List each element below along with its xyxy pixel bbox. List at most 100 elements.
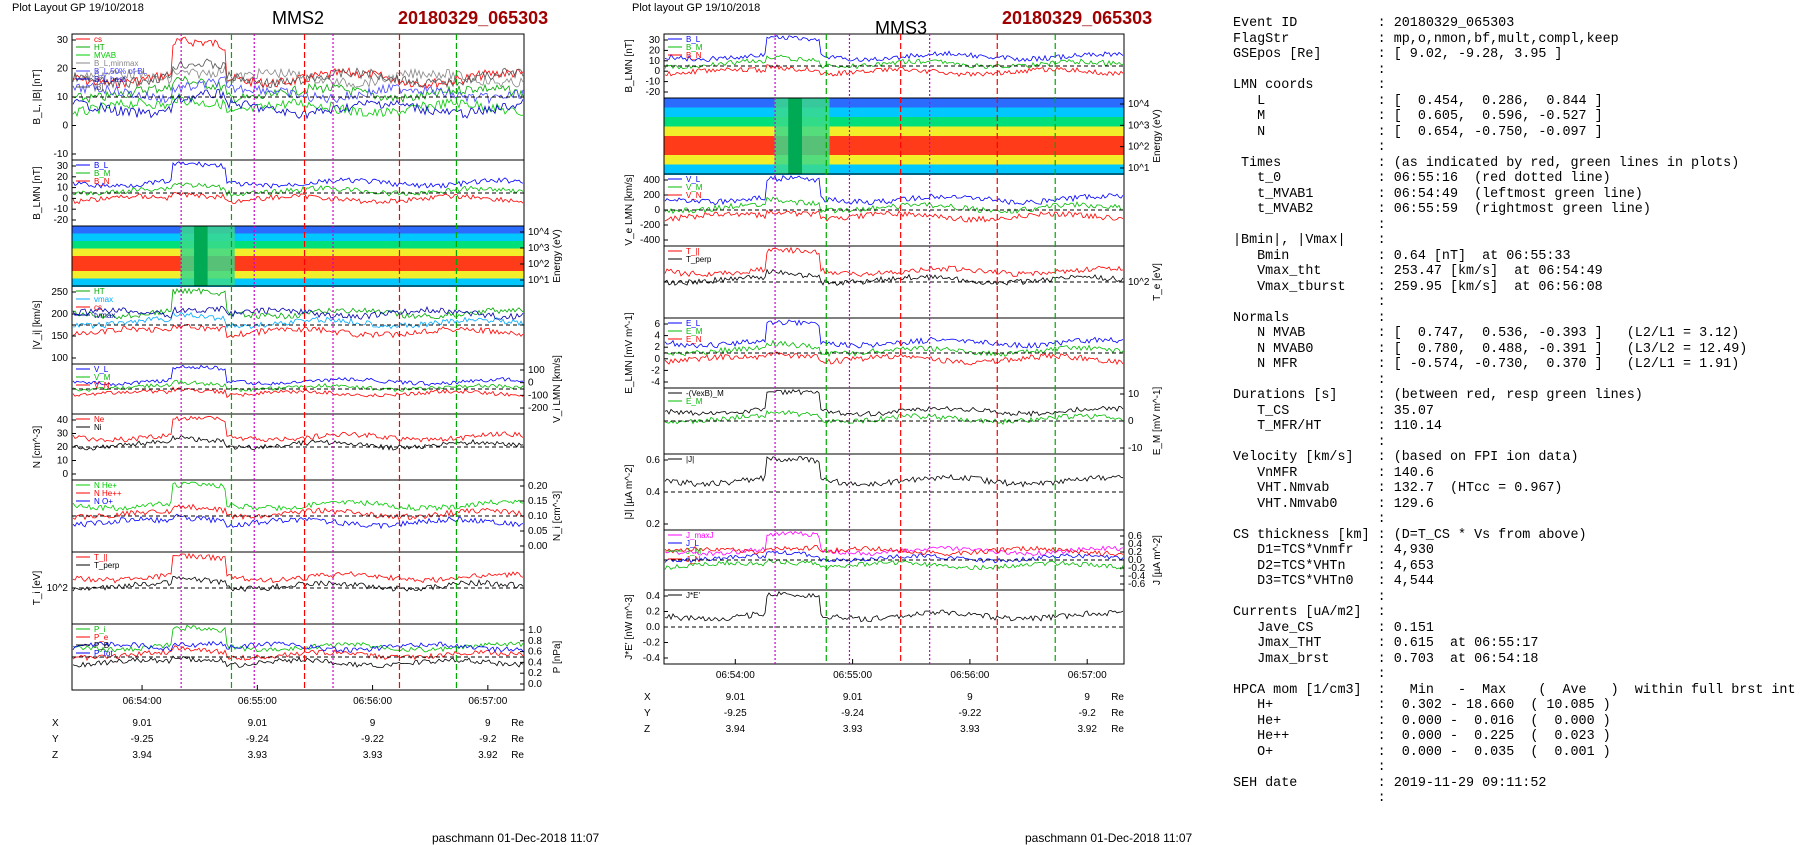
y-axis-label: E_LMN [mV m^-1] (624, 312, 635, 394)
info-line: VnMFR : 140.6 (1257, 465, 1434, 481)
legend-label: V_N (94, 381, 110, 390)
info-line: : (1377, 295, 1386, 310)
info-line: D2=TCS*VHTn : 4,653 (1257, 558, 1434, 574)
pos-row-label: Z (52, 750, 58, 761)
legend-label: B_L best (94, 75, 126, 84)
legend-label: vmax (94, 295, 113, 304)
mid-event-title: 20180329_065303 (1002, 8, 1153, 28)
y-tick-label: 10^2 (528, 259, 550, 270)
info-line: O+ : 0.000 - 0.035 ( 0.001 ) (1257, 744, 1611, 760)
y-tick-label: 30 (57, 161, 69, 172)
y-tick-label: 400 (643, 175, 660, 186)
spectrogram-band (664, 117, 1124, 128)
y-tick-label: -0.2 (1128, 563, 1146, 574)
trace-line (73, 310, 524, 330)
y-tick-label: -4 (651, 377, 660, 388)
y-tick-label: 200 (51, 309, 68, 320)
y-tick-label: 10^1 (1128, 163, 1150, 174)
spectrogram-band (72, 271, 524, 280)
y-tick-label: 1.0 (528, 625, 542, 636)
trace-line (72, 364, 523, 387)
legend-label: P_tot (94, 649, 113, 658)
info-line: N : [ 0.654, -0.750, -0.097 ] (1257, 124, 1603, 140)
spectrogram-band (72, 256, 524, 265)
panel-frame (663, 453, 1125, 531)
trace-line (664, 196, 1124, 215)
y-tick-label: 2 (654, 342, 660, 353)
y-axis-label: |V_i| [km/s] (32, 300, 43, 349)
x-tick-label: 06:55:00 (833, 670, 872, 681)
y-tick-label: 10^2 (1128, 142, 1150, 153)
pos-unit: Re (511, 750, 524, 761)
y-tick-label: 10^3 (1128, 120, 1150, 131)
panel-9: 1.00.80.60.40.20.0 P [nPa] P_iP_eP_BP_tot (71, 623, 563, 691)
mid-layout-label: Plot layout GP 19/10/2018 (632, 2, 761, 14)
info-line: N MFR : [ -0.574, -0.730, 0.370 ] (L2/L1… (1257, 357, 1740, 372)
trace-line (72, 513, 524, 530)
spectrogram-band (72, 263, 524, 272)
panel-8: 10^2 T_i [eV] T_||T_perp (32, 551, 525, 625)
legend-label: P_i (94, 625, 106, 634)
trace-line (664, 456, 1124, 488)
left-footer: paschmann 01-Dec-2018 11:07 (432, 831, 600, 845)
trace-line (664, 549, 1124, 564)
trace-line (72, 415, 524, 443)
pos-unit: Re (1111, 692, 1124, 703)
left-spacecraft-title: MMS2 (272, 8, 325, 28)
legend-label: J_maxJ (686, 531, 714, 540)
panel-6: 10 0 -10 E_M [mV m^-1] -(VexB)_ME_M (663, 386, 1163, 455)
pos-value: 3.93 (960, 724, 980, 735)
info-line: M : [ 0.605, 0.596, -0.527 ] (1257, 109, 1603, 124)
pos-value: 3.92 (1077, 724, 1097, 735)
y-tick-label: 30 (57, 429, 69, 440)
y-tick-label: 10 (57, 456, 69, 467)
trace-line (664, 339, 1124, 358)
mid-spacecraft-title: MMS3 (875, 18, 928, 38)
legend-label: Ni (94, 423, 102, 432)
info-line: Velocity [km/s] : (based on FPI ion data… (1233, 450, 1579, 465)
panel-1: 30 20 10 0 -10 B_L, |B| [nT] csHTMVABB_L,minma… (32, 33, 525, 161)
pos-row-label: Z (644, 724, 650, 735)
y-tick-label: 10 (57, 183, 69, 194)
pos-value: 9 (1084, 692, 1090, 703)
pos-unit: Re (1111, 724, 1124, 735)
info-line: Jmax_THT : 0.615 at 06:55:17 (1257, 636, 1539, 651)
panel-3: 10^4 10^3 10^2 10^1 Energy (eV) (71, 225, 563, 287)
spectrogram-band (72, 241, 524, 250)
y-tick-label: 0.05 (528, 526, 548, 537)
info-line: : (1377, 372, 1386, 388)
y-tick-label: -100 (528, 390, 548, 401)
trace-line (72, 434, 524, 451)
y-tick-label: -20 (646, 87, 661, 98)
pos-value: -9.2 (479, 734, 497, 745)
y-tick-label: -10 (54, 149, 69, 160)
info-line: VHT.Nmvab0 : 129.6 (1257, 496, 1434, 512)
trace-line (664, 319, 1124, 349)
y-tick-label: -0.4 (1128, 571, 1146, 582)
info-line: T_MFR/HT : 110.14 (1257, 419, 1442, 434)
info-line: : (1377, 791, 1386, 806)
spectrogram-band (72, 248, 524, 257)
pos-value: 9 (370, 718, 376, 729)
spectrogram-band (664, 164, 1124, 175)
info-line: D3=TCS*VHTn0 : 4,544 (1257, 574, 1434, 589)
pos-row-label: Y (644, 708, 651, 719)
pos-value: -9.2 (1079, 708, 1097, 719)
pos-value: 9 (967, 692, 973, 703)
spectrogram-gap (180, 226, 235, 286)
y-tick-label: 30 (649, 35, 661, 46)
x-tick-label: 06:57:00 (468, 696, 507, 707)
info-line: T_CS : 35.07 (1257, 403, 1434, 419)
y-tick-label: -2 (651, 365, 660, 376)
spectrogram-band (72, 233, 524, 242)
legend-label: J*E' (686, 591, 700, 600)
trace-line (664, 351, 1124, 366)
y-tick-label: 0 (62, 469, 68, 480)
y-tick-label: 100 (51, 353, 68, 364)
pos-value: 9.01 (248, 718, 268, 729)
y-tick-label: 4 (654, 331, 660, 342)
y-tick-label: 10^3 (528, 243, 550, 254)
y-tick-label: 0.10 (528, 511, 548, 522)
y-tick-label: -0.4 (643, 653, 661, 664)
y-axis-label: E_M [mV m^-1] (1152, 386, 1163, 455)
